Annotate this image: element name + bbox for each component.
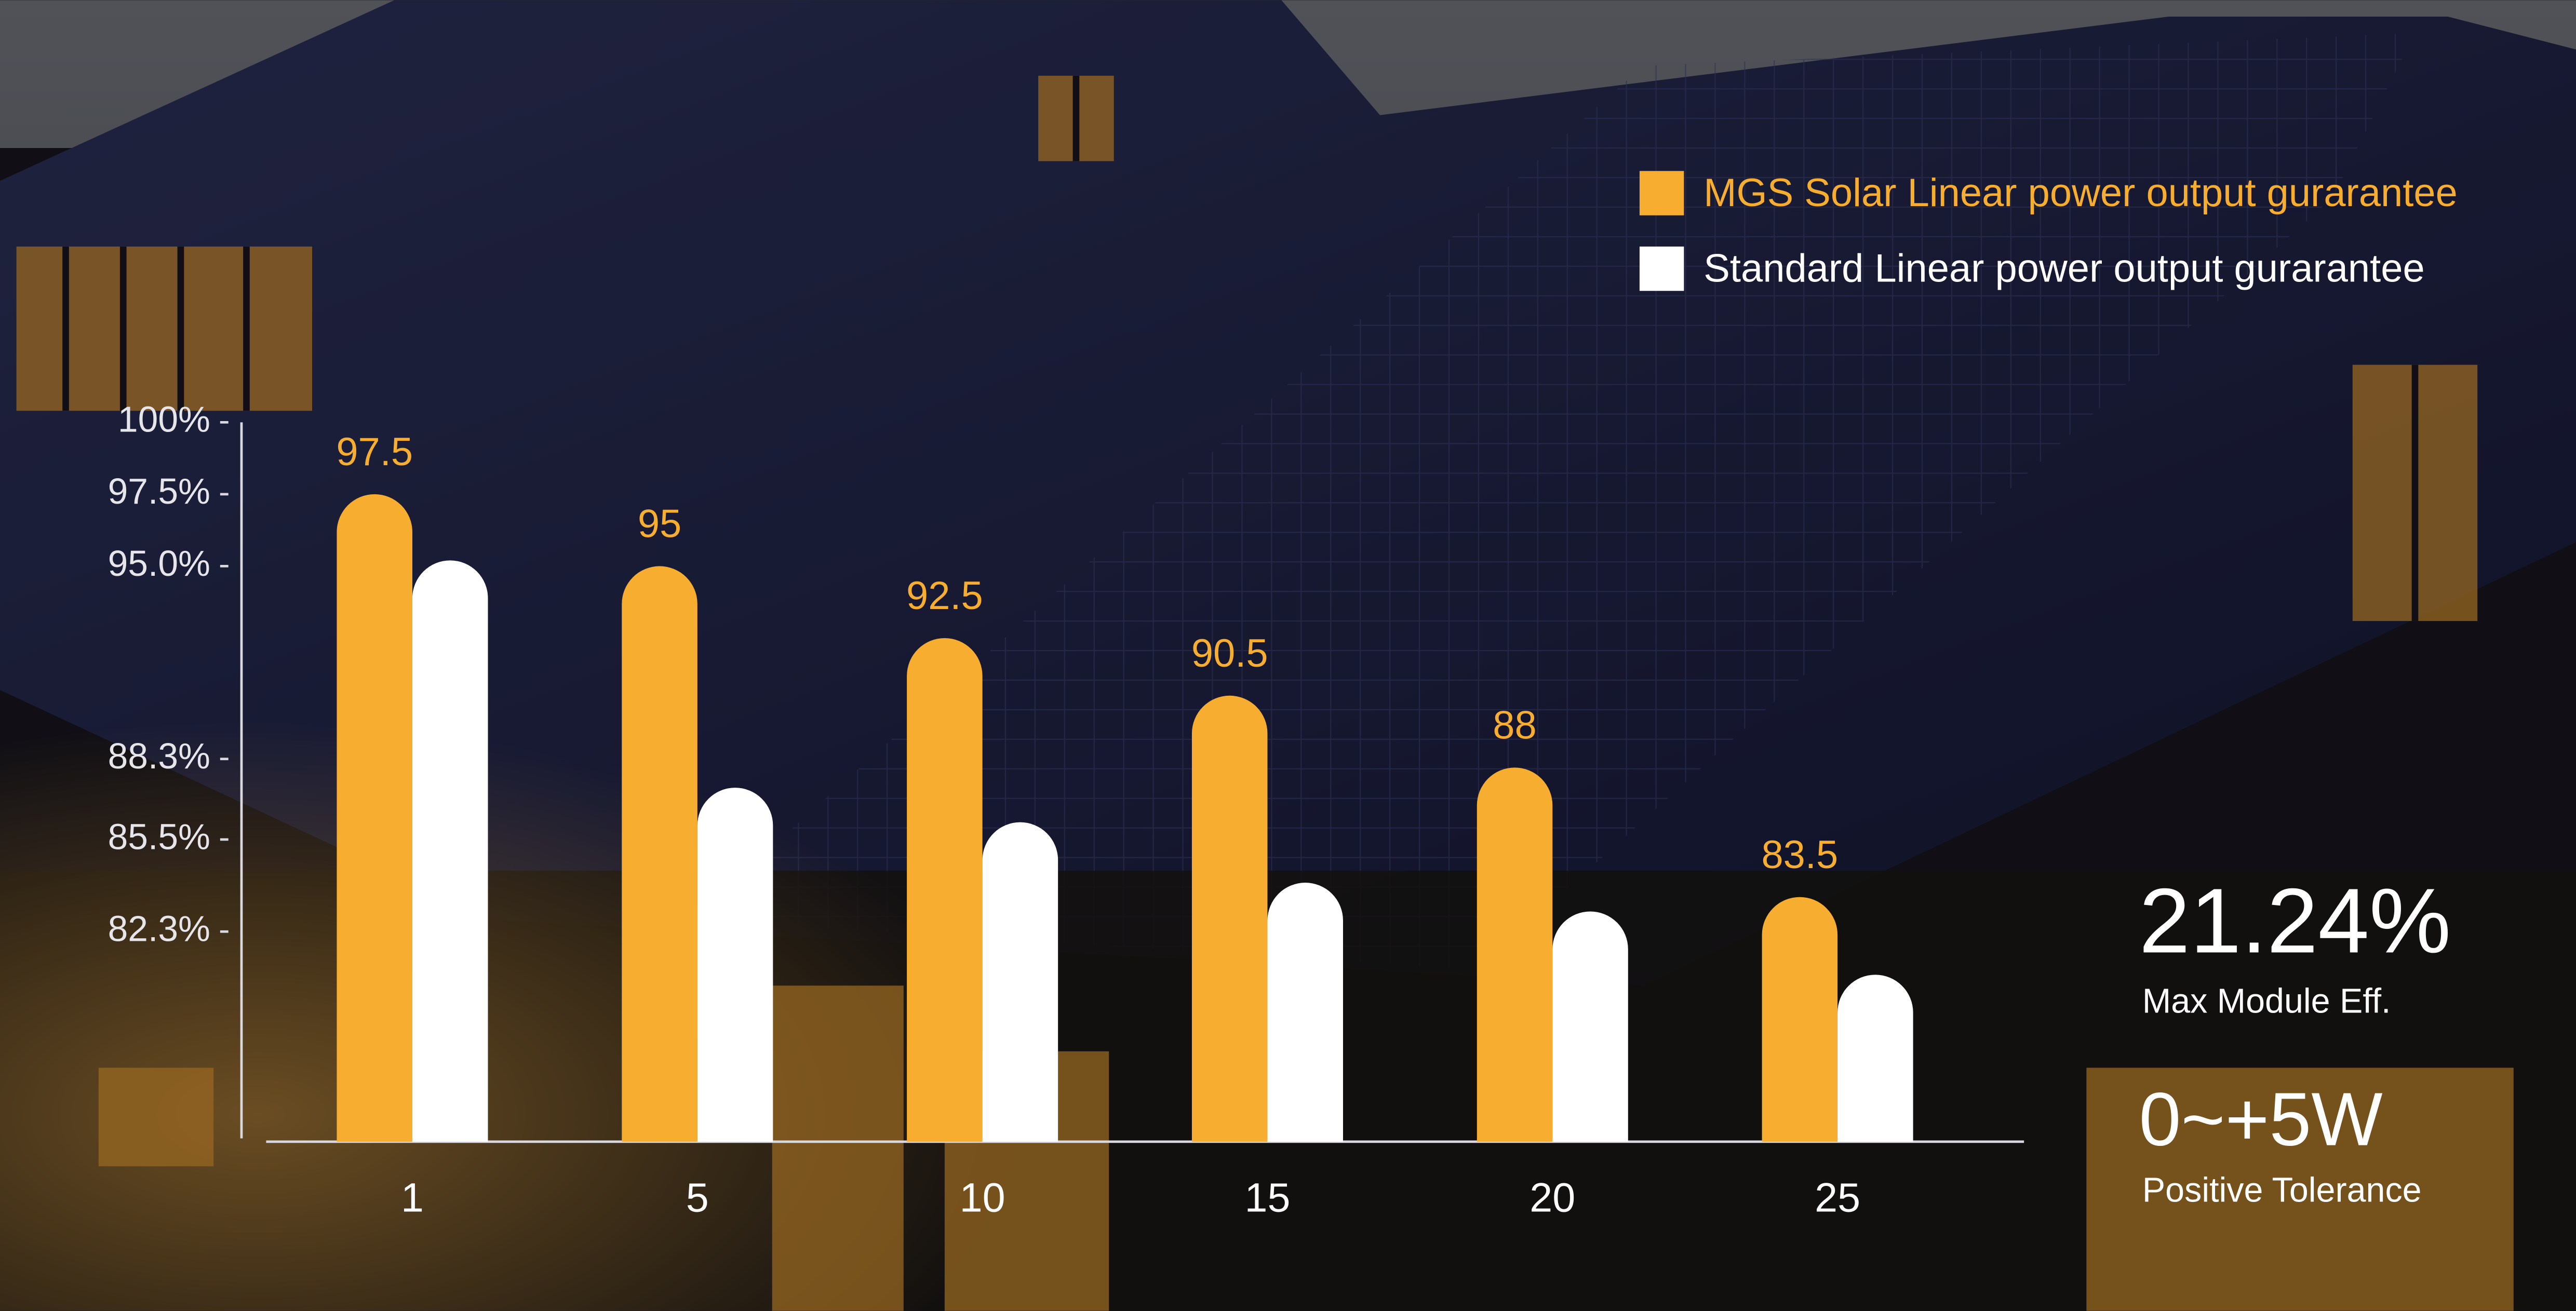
bar xyxy=(1762,897,1838,1142)
bar xyxy=(1192,696,1268,1142)
legend-label: Standard Linear power output gurarantee xyxy=(1703,246,2424,290)
highlight-value: 0~+5W xyxy=(2139,1077,2383,1161)
bar xyxy=(697,788,773,1142)
bar xyxy=(337,494,412,1142)
highlight-value: 21.24% xyxy=(2139,869,2451,972)
x-tick-label: 5 xyxy=(686,1174,709,1221)
bar xyxy=(1837,975,1913,1141)
y-tick-label: 95.0% xyxy=(108,543,210,584)
value-label: 88 xyxy=(1493,703,1536,747)
y-tick-label: 82.3% xyxy=(108,909,210,949)
value-label: 95 xyxy=(638,502,681,546)
bar xyxy=(907,638,983,1142)
bar xyxy=(412,560,488,1141)
x-tick-label: 1 xyxy=(401,1174,424,1221)
x-tick-label: 20 xyxy=(1530,1174,1575,1221)
bar xyxy=(983,822,1058,1142)
x-tick-label: 10 xyxy=(960,1174,1005,1221)
chart: MGS Solar Linear power output gurarantee… xyxy=(0,0,2576,1311)
x-tick-label: 15 xyxy=(1244,1174,1290,1221)
x-tick-label: 25 xyxy=(1815,1174,1860,1221)
y-tick-label: 97.5% xyxy=(108,471,210,511)
bar xyxy=(1552,911,1628,1141)
highlight-caption: Positive Tolerance xyxy=(2142,1171,2422,1209)
y-tick-label: 100% xyxy=(118,399,210,440)
y-tick-label: 88.3% xyxy=(108,736,210,776)
bar xyxy=(622,566,697,1141)
value-label: 97.5 xyxy=(336,430,413,474)
legend-swatch xyxy=(1640,171,1684,215)
highlight-caption: Max Module Eff. xyxy=(2142,982,2391,1021)
bar xyxy=(1477,767,1553,1141)
page: {"chart_data": { "type": "bar", "categor… xyxy=(0,0,2576,1311)
value-label: 83.5 xyxy=(1761,833,1838,877)
y-tick-label: 85.5% xyxy=(108,816,210,857)
legend-label: MGS Solar Linear power output gurarantee xyxy=(1703,171,2458,215)
legend-swatch xyxy=(1640,247,1684,291)
value-label: 92.5 xyxy=(906,574,983,618)
bar xyxy=(1267,883,1343,1142)
value-label: 90.5 xyxy=(1191,631,1268,675)
